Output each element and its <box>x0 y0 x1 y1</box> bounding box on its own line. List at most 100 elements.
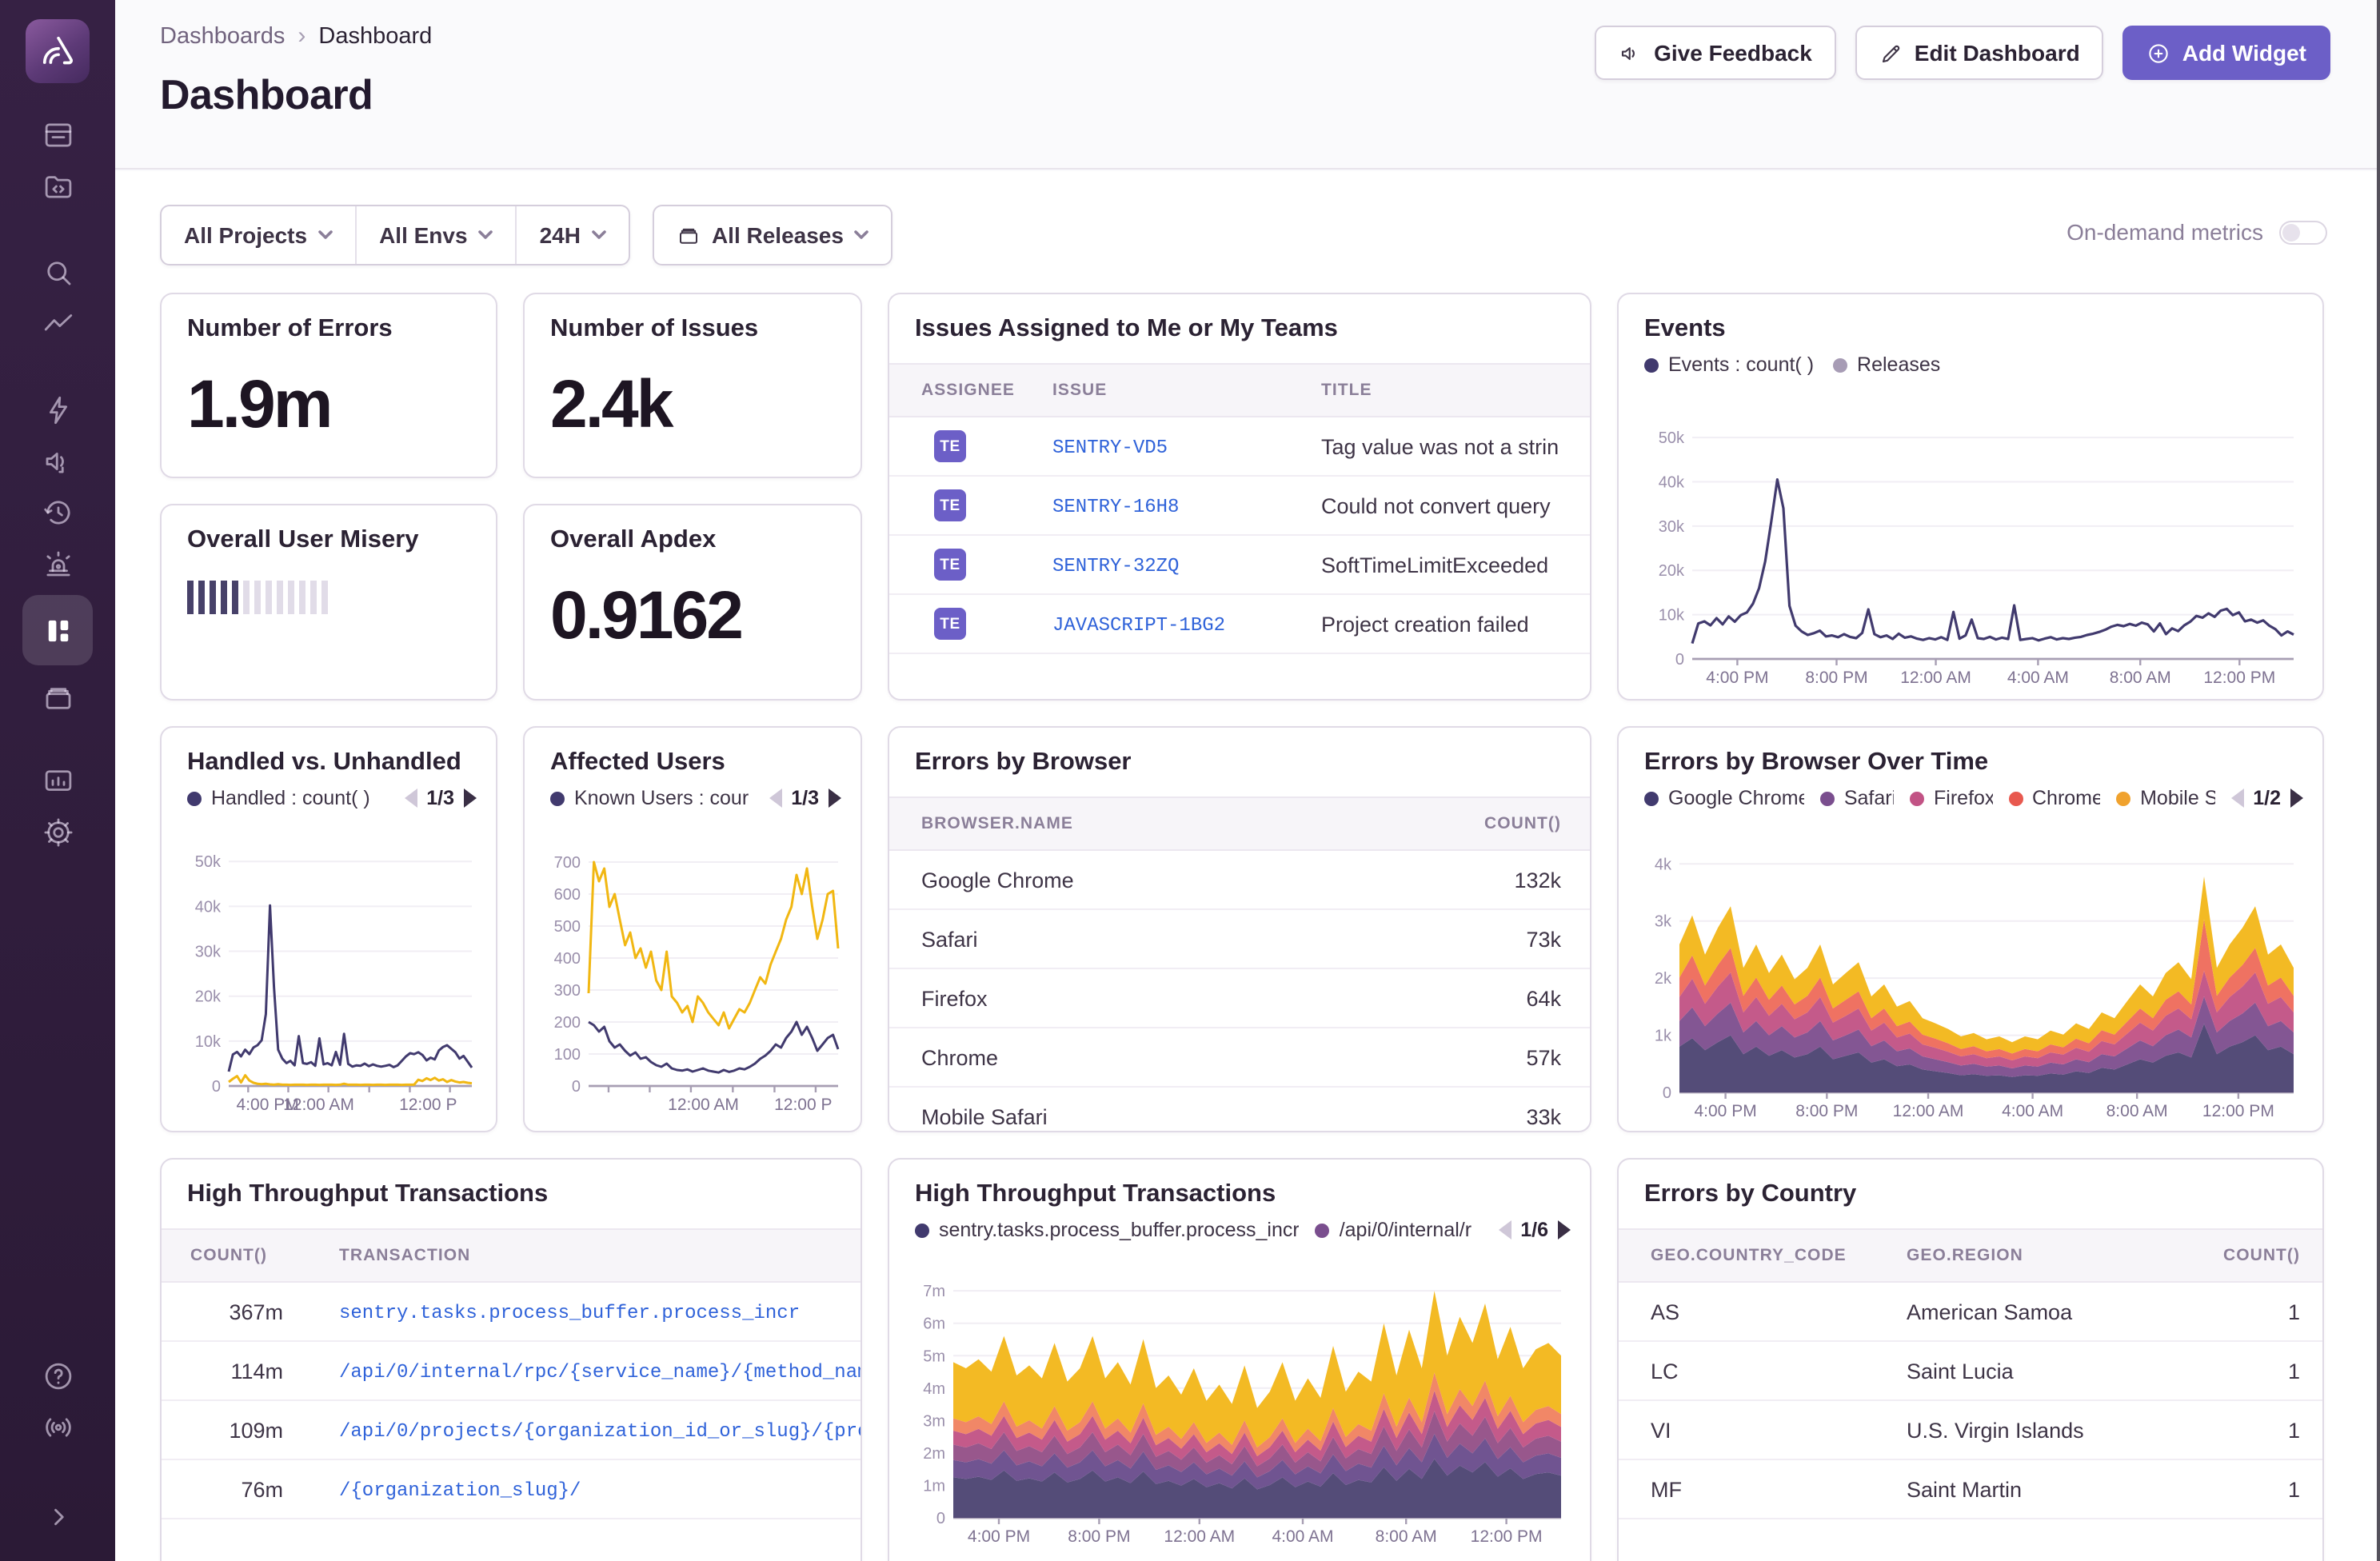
chart-legend: sentry.tasks.process_buffer.process_incr… <box>915 1219 1482 1241</box>
pager-prev-icon[interactable] <box>404 788 417 808</box>
legend-item[interactable]: Events : count( ) <box>1644 353 1814 376</box>
svg-text:8:00 PM: 8:00 PM <box>1805 669 1867 687</box>
releases-filter[interactable]: All Releases <box>654 206 892 264</box>
high-throughput-chart: 01m2m3m4m5m6m7m4:00 PM8:00 PM12:00 AM4:0… <box>912 1272 1567 1550</box>
column-header[interactable]: GEO.REGION <box>1907 1246 2201 1265</box>
table-link[interactable]: /api/0/projects/{organization_id_or_slug… <box>339 1420 861 1443</box>
table-link[interactable]: JAVASCRIPT-1BG2 <box>1052 614 1225 637</box>
lightning-icon[interactable] <box>38 390 77 429</box>
chevron-down-icon <box>592 230 606 240</box>
projects-filter[interactable]: All Projects <box>162 206 355 264</box>
release-box-icon <box>677 223 701 247</box>
feedback-icon[interactable] <box>38 441 77 480</box>
alerts-icon[interactable] <box>38 544 77 582</box>
column-header[interactable]: COUNT() <box>1414 814 1590 833</box>
pager-next-icon[interactable] <box>2290 788 2303 808</box>
column-header[interactable]: COUNT() <box>162 1246 283 1265</box>
legend-item[interactable]: /api/0/internal/r <box>1316 1219 1472 1241</box>
widget-errors-by-browser-over-time[interactable]: Errors by Browser Over Time Google Chrom… <box>1617 726 2324 1132</box>
pager-next-icon[interactable] <box>1558 1220 1571 1240</box>
table-link[interactable]: /api/0/internal/rpc/{service_name}/{meth… <box>339 1361 861 1383</box>
column-header[interactable]: ASSIGNEE <box>889 381 1052 400</box>
pager-next-icon[interactable] <box>829 788 841 808</box>
table-link[interactable]: SENTRY-16H8 <box>1052 496 1179 518</box>
legend-item[interactable]: Mobile S <box>2116 787 2214 809</box>
svg-text:12:00 AM: 12:00 AM <box>1900 669 1971 687</box>
widget-apdex[interactable]: Overall Apdex 0.9162 <box>523 504 862 701</box>
legend-item[interactable]: Known Users : cour <box>550 787 749 809</box>
widget-high-throughput-chart[interactable]: High Throughput Transactions sentry.task… <box>888 1158 1591 1561</box>
column-header[interactable]: TRANSACTION <box>283 1246 861 1265</box>
svg-text:4:00 AM: 4:00 AM <box>1272 1527 1333 1546</box>
widget-events[interactable]: Events Events : count( )Releases 010k20k… <box>1617 293 2324 701</box>
svg-text:12:00 P: 12:00 P <box>774 1096 832 1114</box>
breadcrumb-dashboards[interactable]: Dashboards <box>160 23 285 49</box>
give-feedback-button[interactable]: Give Feedback <box>1595 26 1836 80</box>
widget-issues-assigned[interactable]: Issues Assigned to Me or My Teams ASSIGN… <box>888 293 1591 701</box>
issues-icon[interactable] <box>38 115 77 154</box>
table-row: MFSaint Martin1 <box>1619 1460 2322 1519</box>
table-link[interactable]: SENTRY-VD5 <box>1052 437 1168 459</box>
column-header[interactable]: GEO.COUNTRY_CODE <box>1619 1246 1907 1265</box>
svg-text:10k: 10k <box>195 1033 222 1051</box>
stats-icon[interactable] <box>38 761 77 800</box>
widget-user-misery[interactable]: Overall User Misery <box>160 504 497 701</box>
replays-icon[interactable] <box>38 493 77 531</box>
sentry-logo[interactable] <box>26 19 90 83</box>
widget-high-throughput-table[interactable]: High Throughput Transactions COUNT()TRAN… <box>160 1158 862 1561</box>
performance-icon[interactable] <box>38 304 77 342</box>
widget-number-of-issues[interactable]: Number of Issues 2.4k <box>523 293 862 478</box>
svg-text:4k: 4k <box>1655 856 1672 873</box>
legend-item[interactable]: Handled : count( ) <box>187 787 370 809</box>
column-header[interactable]: TITLE <box>1321 381 1590 400</box>
column-header[interactable]: ISSUE <box>1052 381 1321 400</box>
releases-icon[interactable] <box>38 678 77 717</box>
search-icon[interactable] <box>38 253 77 291</box>
misery-bar <box>198 581 205 614</box>
legend-item[interactable]: Releases <box>1833 353 1940 376</box>
pager-prev-icon[interactable] <box>769 788 781 808</box>
projects-icon[interactable] <box>38 166 77 205</box>
period-filter[interactable]: 24H <box>516 206 629 264</box>
envs-filter[interactable]: All Envs <box>355 206 516 264</box>
widget-title: Events <box>1619 294 2322 344</box>
widget-affected-users[interactable]: Affected Users Known Users : cour 1/3 01… <box>523 726 862 1132</box>
svg-text:40k: 40k <box>1659 473 1685 491</box>
svg-text:400: 400 <box>554 950 581 968</box>
table-header: COUNT()TRANSACTION <box>162 1228 861 1283</box>
pager-next-icon[interactable] <box>464 788 477 808</box>
column-header[interactable]: BROWSER.NAME <box>889 814 1414 833</box>
svg-text:4:00 AM: 4:00 AM <box>2002 1102 2063 1120</box>
widget-errors-by-browser[interactable]: Errors by Browser BROWSER.NAMECOUNT()Goo… <box>888 726 1591 1132</box>
legend-item[interactable]: Safari <box>1820 787 1894 809</box>
legend-item[interactable]: Firefox <box>1910 787 1992 809</box>
widget-number-of-errors[interactable]: Number of Errors 1.9m <box>160 293 497 478</box>
widget-title: Overall User Misery <box>162 505 496 555</box>
column-header[interactable]: COUNT() <box>2201 1246 2322 1265</box>
legend-item[interactable]: Google Chrome <box>1644 787 1804 809</box>
dashboards-icon[interactable] <box>22 595 93 665</box>
widget-handled-vs-unhandled[interactable]: Handled vs. Unhandled Handled : count( )… <box>160 726 497 1132</box>
apdex-value: 0.9162 <box>525 555 861 654</box>
widget-errors-by-country[interactable]: Errors by Country GEO.COUNTRY_CODEGEO.RE… <box>1617 1158 2324 1561</box>
edit-dashboard-button[interactable]: Edit Dashboard <box>1855 26 2104 80</box>
add-widget-button[interactable]: Add Widget <box>2123 26 2330 80</box>
page-title: Dashboard <box>160 70 373 120</box>
table-link[interactable]: /{organization_slug}/ <box>339 1479 581 1502</box>
svg-text:1k: 1k <box>1655 1028 1672 1045</box>
broadcast-icon[interactable] <box>38 1407 77 1446</box>
legend-item[interactable]: Chrome <box>2008 787 2100 809</box>
pager-prev-icon[interactable] <box>1498 1220 1511 1240</box>
table-link[interactable]: SENTRY-32ZQ <box>1052 555 1179 577</box>
legend-item[interactable]: sentry.tasks.process_buffer.process_incr <box>915 1219 1300 1241</box>
legend-dot-icon <box>187 791 202 805</box>
table-link[interactable]: sentry.tasks.process_buffer.process_incr <box>339 1302 800 1324</box>
widget-title: Number of Issues <box>525 294 861 344</box>
collapse-icon[interactable] <box>38 1497 77 1535</box>
help-icon[interactable] <box>38 1356 77 1395</box>
settings-icon[interactable] <box>38 812 77 851</box>
svg-text:12:00 PM: 12:00 PM <box>2202 1102 2274 1120</box>
legend-dot-icon <box>915 1223 929 1237</box>
pager-prev-icon[interactable] <box>2230 788 2243 808</box>
on-demand-metrics-toggle[interactable] <box>2279 220 2327 244</box>
